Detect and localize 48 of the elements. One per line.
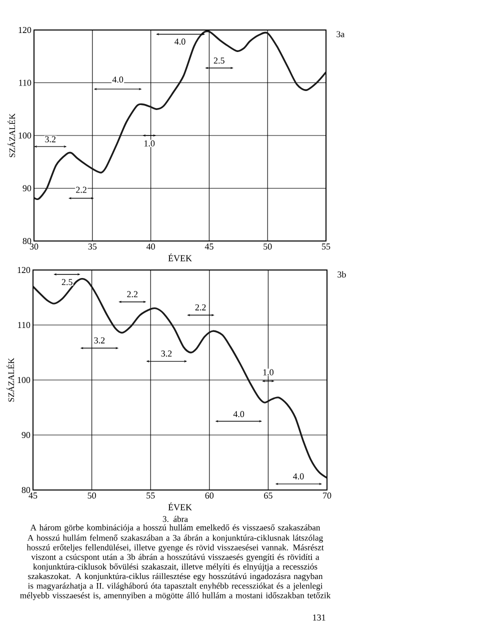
annotation: 2.2 [127, 291, 138, 298]
text: 3. ábra [162, 516, 188, 522]
annotation: 4.0 [293, 473, 304, 480]
x-tick-label: 50 [264, 244, 272, 250]
y-tick-label: 110 [18, 322, 30, 328]
y-axis-title: SZÁZALÉK [8, 113, 16, 158]
text: A három görbe kombinációja a hosszú hullám emelkedő és visszaeső szakaszában [30, 524, 320, 532]
y-tick-label: 120 [18, 266, 30, 274]
x-tick-label: 55 [322, 244, 330, 250]
x-tick-label: 30 [30, 244, 38, 250]
annotation: 3.2 [94, 337, 105, 344]
annotation: 2.2 [195, 304, 206, 310]
y-tick-label: 80 [22, 238, 32, 244]
y-tick-label: 100 [18, 376, 30, 384]
text: 3a [336, 31, 345, 38]
y-tick-label: 90 [22, 432, 30, 438]
x-tick-label: 45 [28, 492, 38, 499]
annotation: 1.0 [144, 140, 155, 146]
x-tick-label: 45 [204, 244, 214, 250]
x-tick-label: 40 [146, 244, 155, 250]
annotation: 4.0 [233, 411, 244, 418]
text: A hosszú hullám felmenő szakaszában a 3a ábrán a konjunktúra-ciklusnak látszólag hosszú erőteljes fellendülései, illetve gyenge és rövid visszaesései vannak. Másrészt viszont a csúcspont után a 3b ábrán a hosszútávú visszaesés gyengíti és rövidíti a konjunktúra-ciklusok bővülési szakaszait, illetve mélyíti és elnyújtja a recessziós szakaszokat. A konjunktúra-ciklus ráillesztése egy hosszútávú ingadozásra nagyban is magyarázhatja a II. világháború óta tapasztalt enyhébb recessziókat és a jelenlegi mélyebb visszaesést is, amennyiben a mögötte álló hullám a mostani időszakban tetőzik [20, 534, 331, 600]
annotation: 2.5 [62, 279, 72, 286]
text: 3b [338, 271, 346, 278]
y-tick-label: 100 [18, 132, 32, 139]
annotation: 3.2 [161, 350, 172, 357]
x-axis-title: ÉVEK [168, 502, 192, 510]
x-tick-label: 55 [146, 492, 155, 499]
y-tick-label: 90 [22, 185, 32, 192]
text: 131 [313, 614, 326, 621]
annotation: 1.0 [263, 369, 274, 376]
line-series [33, 278, 327, 479]
annotation: 3.2 [45, 136, 56, 142]
x-axis-title: ÉVEK [168, 253, 192, 262]
annotation: 4.0 [174, 38, 186, 45]
line-series [34, 30, 326, 200]
y-tick-label: 110 [19, 80, 32, 86]
x-tick-label: 50 [88, 492, 96, 499]
x-tick-label: 60 [205, 492, 214, 499]
x-tick-label: 70 [323, 492, 332, 499]
x-tick-label: 35 [88, 244, 97, 250]
x-tick-label: 65 [264, 492, 272, 499]
y-tick-label: 120 [18, 26, 32, 34]
annotation: 4.0 [112, 76, 124, 83]
annotation: 2.5 [214, 58, 224, 64]
annotation: 2.2 [76, 186, 86, 193]
y-tick-label: 80 [22, 486, 30, 494]
y-axis-title: SZÁZALÉK [6, 358, 14, 402]
